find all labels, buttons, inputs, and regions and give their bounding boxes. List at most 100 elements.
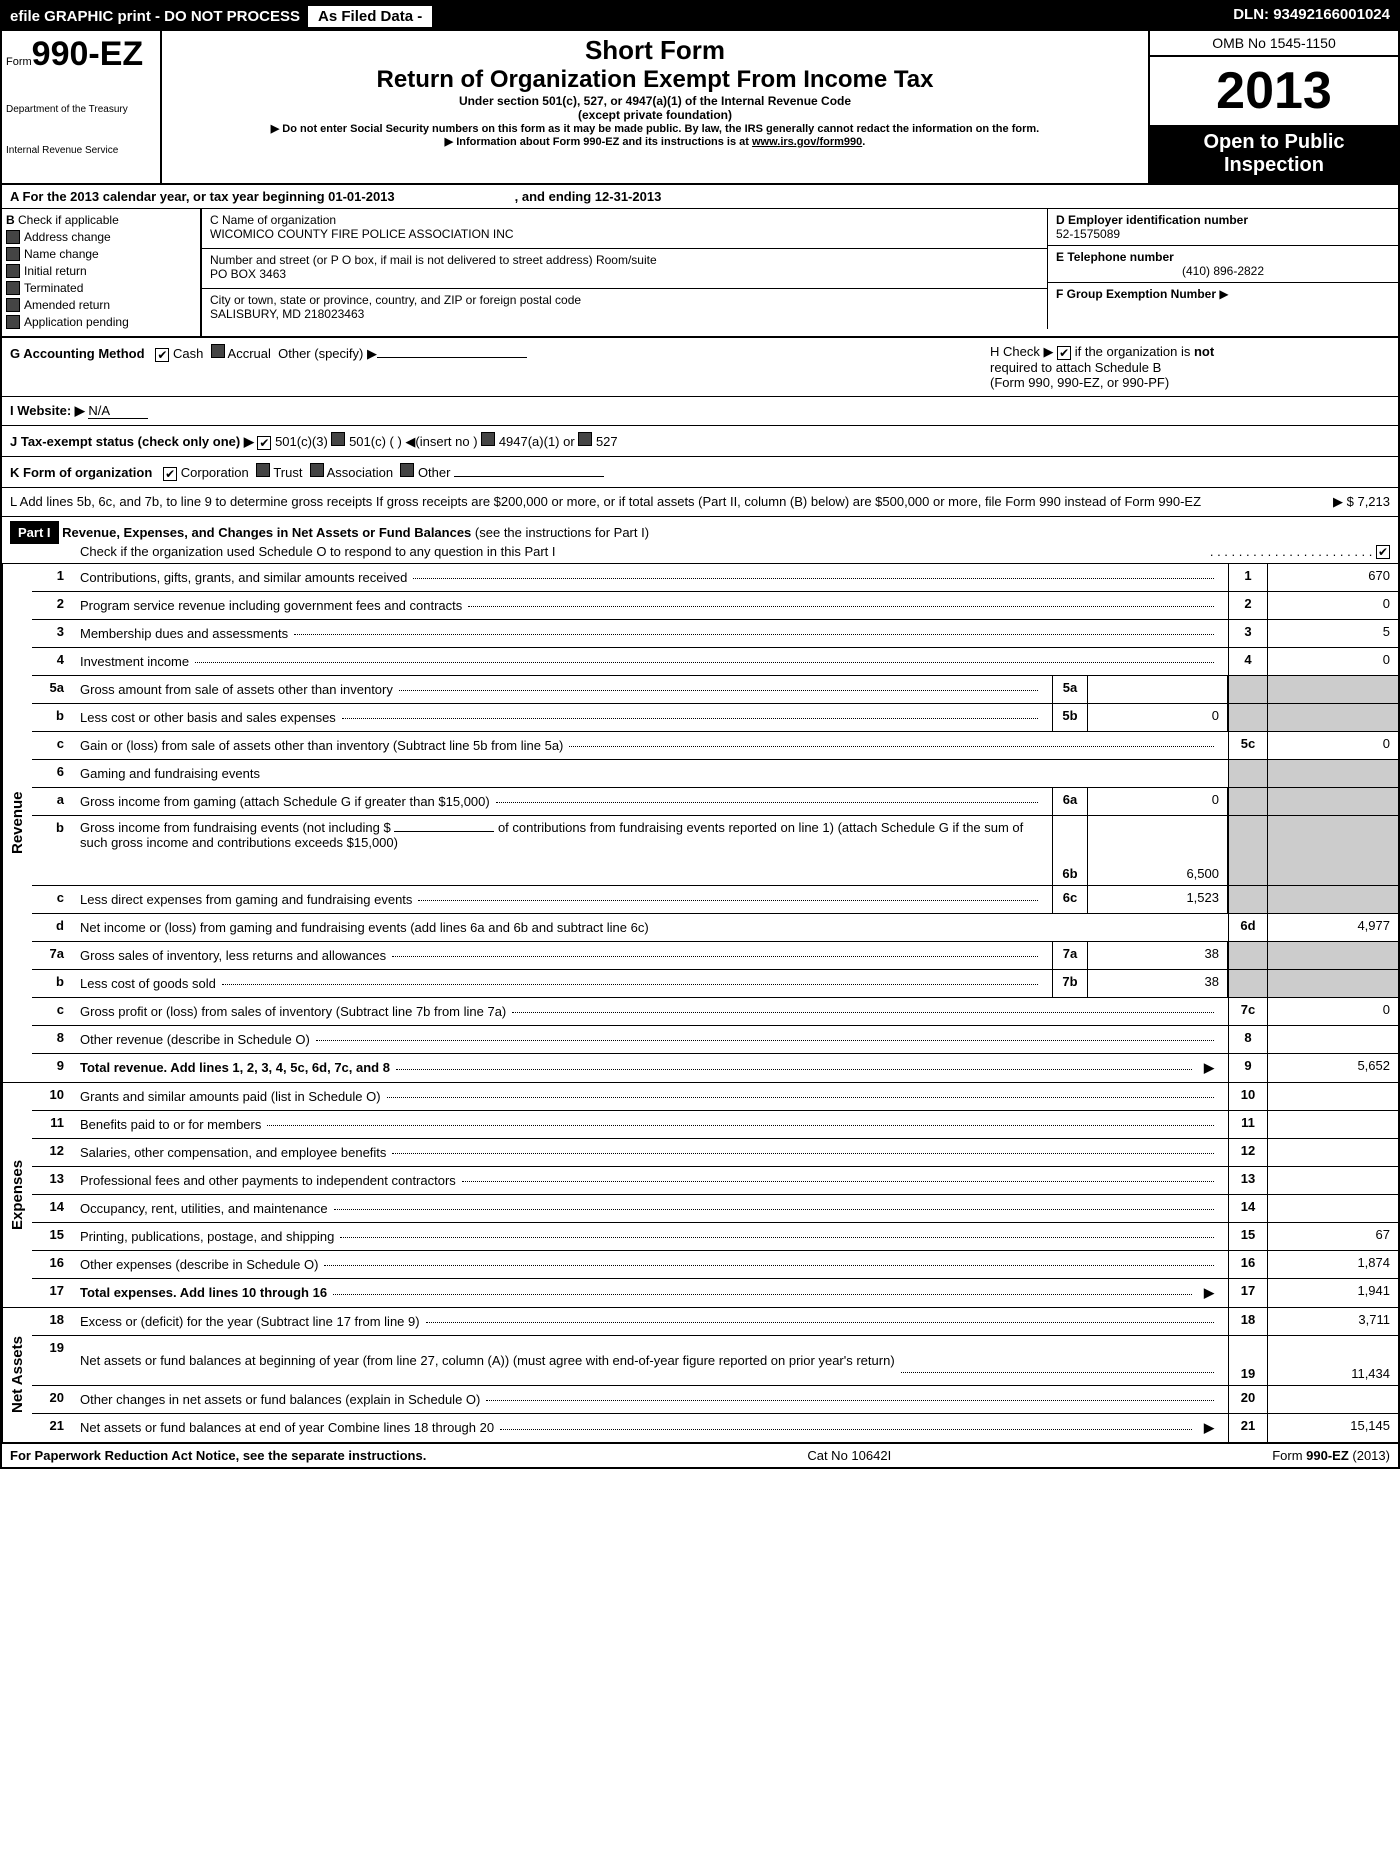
d7c: Gross profit or (loss) from sales of inv… bbox=[80, 1004, 506, 1019]
en9: 9 bbox=[1228, 1054, 1268, 1082]
d11: Benefits paid to or for members bbox=[80, 1117, 261, 1132]
chk-corp[interactable] bbox=[163, 467, 177, 481]
n7a: 7a bbox=[32, 942, 72, 969]
sub1: Under section 501(c), 527, or 4947(a)(1)… bbox=[172, 94, 1138, 108]
j-label: J Tax-exempt status (check only one) ▶ bbox=[10, 434, 254, 449]
g-label: G Accounting Method bbox=[10, 346, 145, 361]
d2: Program service revenue including govern… bbox=[80, 598, 462, 613]
k-a: Corporation bbox=[181, 465, 249, 480]
chk-initial[interactable] bbox=[6, 264, 20, 278]
ev1: 670 bbox=[1268, 564, 1398, 591]
n18: 18 bbox=[32, 1308, 72, 1335]
header-right: OMB No 1545-1150 2013 Open to Public Ins… bbox=[1148, 31, 1398, 183]
city-val: SALISBURY, MD 218023463 bbox=[210, 307, 1039, 321]
c-city-cell: City or town, state or province, country… bbox=[202, 289, 1048, 329]
n4: 4 bbox=[32, 648, 72, 675]
chk-501c3[interactable] bbox=[257, 436, 271, 450]
chk-trust[interactable] bbox=[256, 463, 270, 477]
k-other-input[interactable] bbox=[454, 476, 604, 477]
l-text: L Add lines 5b, 6c, and 7b, to line 9 to… bbox=[10, 494, 1240, 510]
irs-link[interactable]: www.irs.gov/form990 bbox=[752, 136, 862, 148]
e-phone: E Telephone number (410) 896-2822 bbox=[1048, 246, 1398, 283]
top-bar: efile GRAPHIC print - DO NOT PROCESS As … bbox=[2, 2, 1398, 31]
en16: 16 bbox=[1228, 1251, 1268, 1278]
section-bcdef: B Check if applicable Address change Nam… bbox=[2, 209, 1398, 338]
c-addr-cell: Number and street (or P O box, if mail i… bbox=[202, 249, 1048, 289]
d21: Net assets or fund balances at end of ye… bbox=[80, 1420, 494, 1435]
en18: 18 bbox=[1228, 1308, 1268, 1335]
chk-accrual[interactable] bbox=[211, 344, 225, 358]
d3: Membership dues and assessments bbox=[80, 626, 288, 641]
h-1a: H Check ▶ bbox=[990, 344, 1053, 359]
j-c: 4947(a)(1) or bbox=[499, 434, 575, 449]
open1: Open to Public bbox=[1156, 131, 1392, 154]
row-j: J Tax-exempt status (check only one) ▶ 5… bbox=[2, 426, 1398, 457]
n17: 17 bbox=[32, 1279, 72, 1307]
chk-527[interactable] bbox=[578, 432, 592, 446]
en14: 14 bbox=[1228, 1195, 1268, 1222]
mv5b: 0 bbox=[1088, 704, 1228, 731]
sv7b bbox=[1268, 970, 1398, 997]
n12: 12 bbox=[32, 1139, 72, 1166]
ev20 bbox=[1268, 1386, 1398, 1413]
part1-check: Check if the organization used Schedule … bbox=[80, 544, 556, 559]
n5c: c bbox=[32, 732, 72, 759]
en19: 19 bbox=[1228, 1336, 1268, 1385]
n3: 3 bbox=[32, 620, 72, 647]
chk-name[interactable] bbox=[6, 247, 20, 261]
sub4: ▶ Information about Form 990-EZ and its … bbox=[172, 135, 1138, 148]
n8: 8 bbox=[32, 1026, 72, 1053]
open-public: Open to Public Inspection bbox=[1150, 125, 1398, 183]
chk-501c[interactable] bbox=[331, 432, 345, 446]
irs: Internal Revenue Service bbox=[6, 145, 156, 156]
b-label: B bbox=[6, 213, 15, 227]
n10: 10 bbox=[32, 1083, 72, 1110]
g-other-input[interactable] bbox=[377, 357, 527, 358]
col-b: B Check if applicable Address change Nam… bbox=[2, 209, 202, 336]
en11: 11 bbox=[1228, 1111, 1268, 1138]
chk-terminated[interactable] bbox=[6, 281, 20, 295]
part1-header: Part I Revenue, Expenses, and Changes in… bbox=[2, 517, 1398, 564]
n21: 21 bbox=[32, 1414, 72, 1442]
f-group: F Group Exemption Number ▶ bbox=[1048, 283, 1398, 333]
n6d: d bbox=[32, 914, 72, 941]
lbl-address: Address change bbox=[24, 230, 111, 244]
k-label: K Form of organization bbox=[10, 465, 152, 480]
en15: 15 bbox=[1228, 1223, 1268, 1250]
chk-assoc[interactable] bbox=[310, 463, 324, 477]
lbl-terminated: Terminated bbox=[24, 281, 83, 295]
open2: Inspection bbox=[1156, 154, 1392, 177]
chk-address[interactable] bbox=[6, 230, 20, 244]
lbl-amended: Amended return bbox=[24, 298, 110, 312]
n6a: a bbox=[32, 788, 72, 815]
chk-h[interactable] bbox=[1057, 346, 1071, 360]
as-filed-pill: As Filed Data - bbox=[308, 6, 432, 27]
chk-cash[interactable] bbox=[155, 348, 169, 362]
addr-val: PO BOX 3463 bbox=[210, 267, 1039, 281]
part1-note: (see the instructions for Part I) bbox=[475, 525, 649, 540]
city-label: City or town, state or province, country… bbox=[210, 293, 1039, 307]
sv6b bbox=[1268, 816, 1398, 885]
i6b[interactable] bbox=[394, 831, 494, 832]
row-g: H Check ▶ if the organization is not req… bbox=[2, 338, 1398, 397]
chk-4947[interactable] bbox=[481, 432, 495, 446]
n7c: c bbox=[32, 998, 72, 1025]
chk-amended[interactable] bbox=[6, 298, 20, 312]
mn7b: 7b bbox=[1052, 970, 1088, 997]
d-label: D Employer identification number bbox=[1056, 213, 1248, 227]
chk-other[interactable] bbox=[400, 463, 414, 477]
d14: Occupancy, rent, utilities, and maintena… bbox=[80, 1201, 328, 1216]
omb: OMB No 1545-1150 bbox=[1150, 31, 1398, 57]
d6d: Net income or (loss) from gaming and fun… bbox=[80, 920, 649, 935]
chk-pending[interactable] bbox=[6, 315, 20, 329]
d20: Other changes in net assets or fund bala… bbox=[80, 1392, 480, 1407]
chk-schedO[interactable] bbox=[1376, 545, 1390, 559]
d-val: 52-1575089 bbox=[1056, 227, 1390, 241]
expenses-label: Expenses bbox=[2, 1083, 32, 1307]
n13: 13 bbox=[32, 1167, 72, 1194]
form-prefix: Form bbox=[6, 56, 32, 68]
en3: 3 bbox=[1228, 620, 1268, 647]
mn7a: 7a bbox=[1052, 942, 1088, 969]
k-d: Other bbox=[418, 465, 451, 480]
e-label: E Telephone number bbox=[1056, 250, 1174, 264]
